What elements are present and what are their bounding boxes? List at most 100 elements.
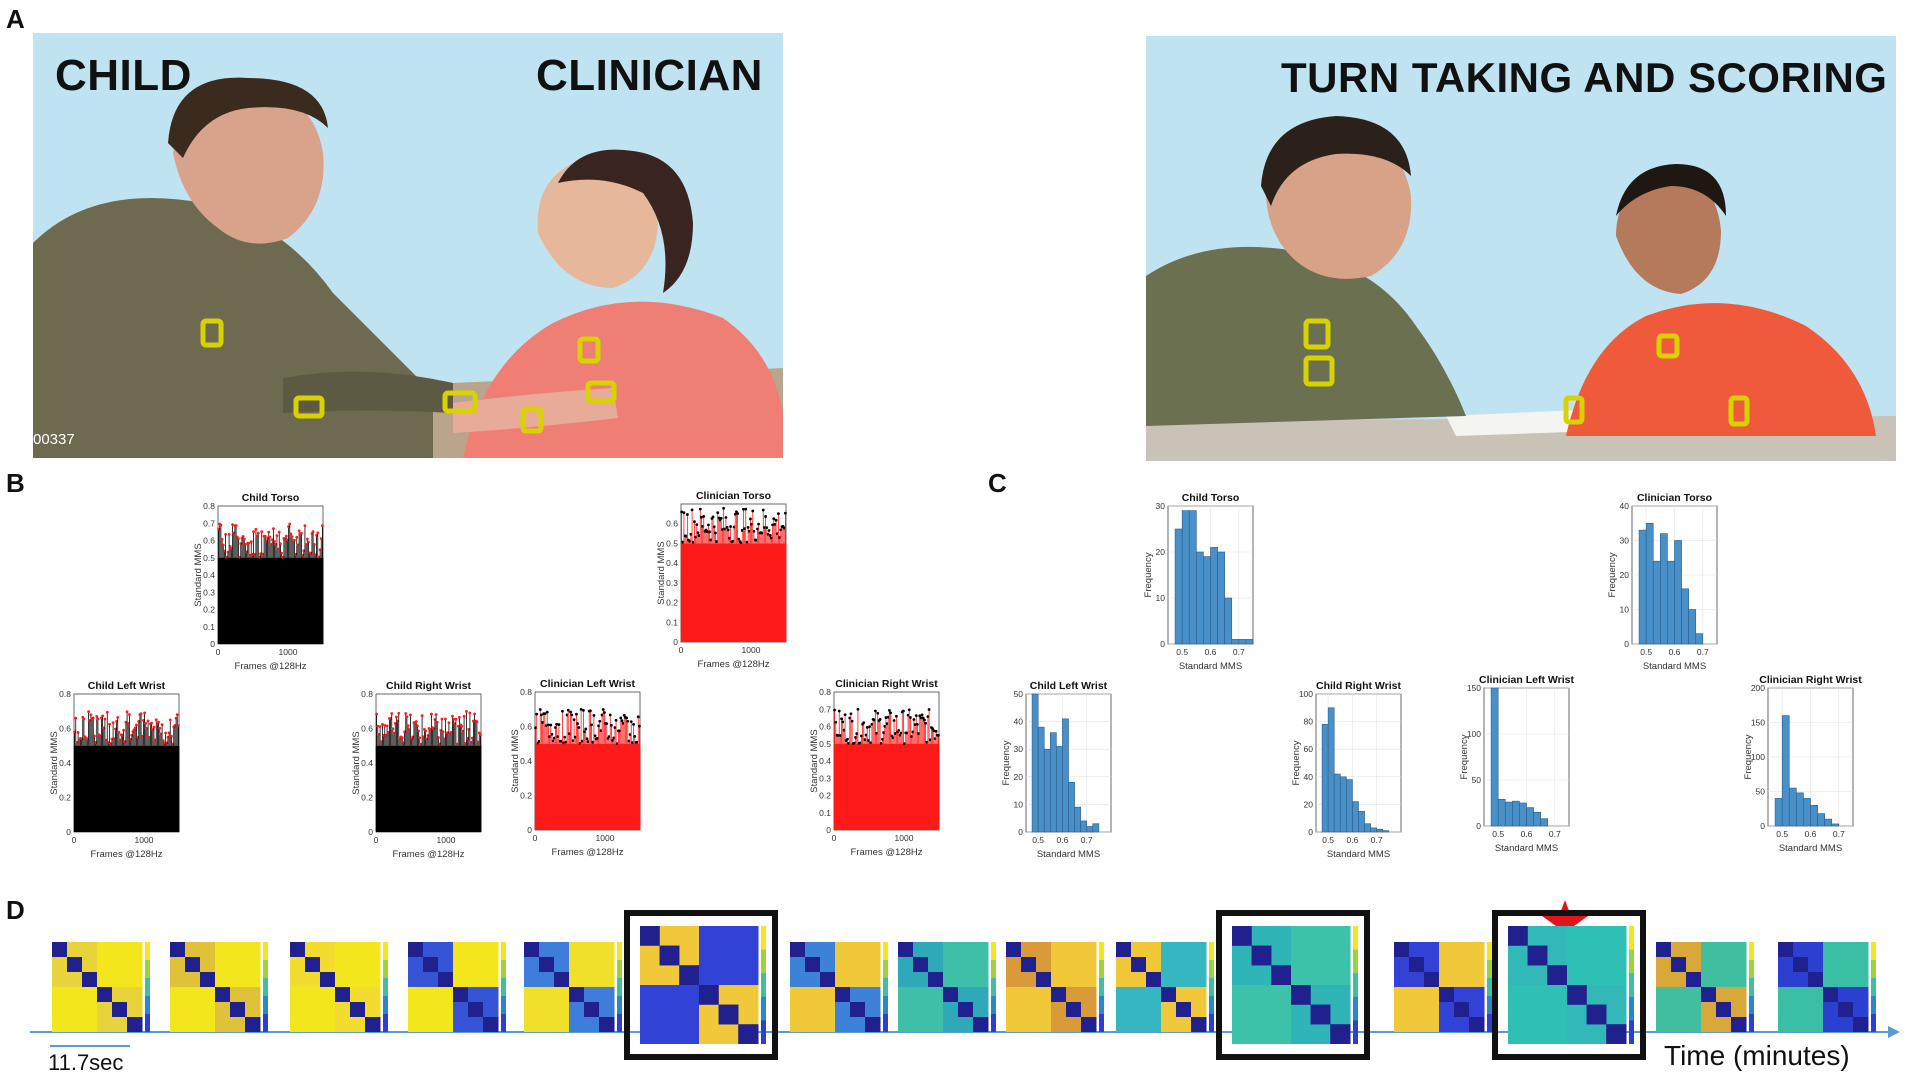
series-marker xyxy=(439,729,443,732)
matrix-cell xyxy=(1567,1024,1588,1044)
series-bar xyxy=(631,743,634,830)
series-marker xyxy=(691,540,695,544)
series-bar xyxy=(98,745,101,832)
series-marker xyxy=(750,522,753,526)
matrix-cell xyxy=(738,985,759,1006)
matrix-cell xyxy=(112,987,128,1003)
series-marker xyxy=(279,542,282,546)
series-marker xyxy=(928,738,932,742)
series-bar xyxy=(935,743,938,830)
matrix-diagonal-cell xyxy=(835,987,850,1002)
series-bar xyxy=(446,745,449,832)
series-bar xyxy=(313,557,316,644)
colorbar-segment xyxy=(617,942,622,961)
series-bar xyxy=(479,745,482,832)
colorbar-segment xyxy=(1749,960,1754,979)
series-bar xyxy=(257,557,260,644)
series-bar xyxy=(132,745,134,832)
series-bar xyxy=(321,557,324,644)
series-marker xyxy=(932,729,936,733)
series-marker xyxy=(920,713,924,717)
colorbar-segment xyxy=(1487,960,1492,979)
matrix-cell xyxy=(97,972,113,988)
series-bar xyxy=(161,745,164,832)
matrix-diagonal-cell xyxy=(1527,945,1548,966)
series-bar xyxy=(127,745,130,832)
matrix-cell xyxy=(718,1024,739,1044)
series-bar xyxy=(783,543,786,642)
y-tick-label: 0 xyxy=(527,825,532,835)
matrix-cell xyxy=(1778,1002,1794,1018)
series-marker xyxy=(611,738,614,742)
matrix-cell xyxy=(52,1017,68,1032)
matrix-cell xyxy=(1409,987,1425,1003)
series-bar xyxy=(575,743,578,830)
colorbar-segment xyxy=(617,978,622,997)
y-tick-label: 50 xyxy=(1756,787,1766,797)
series-bar xyxy=(284,557,287,644)
series-bar xyxy=(713,543,716,642)
series-marker xyxy=(312,543,316,546)
matrix-cell xyxy=(335,1017,351,1032)
x-tick-label: 0.6 xyxy=(1347,835,1359,845)
series-marker xyxy=(569,710,572,714)
series-bar xyxy=(698,543,701,642)
series-marker xyxy=(747,529,751,533)
series-bar xyxy=(716,543,719,642)
series-bar xyxy=(737,543,740,642)
colorbar-segment xyxy=(1487,978,1492,997)
matrix-cell xyxy=(1036,1002,1052,1018)
series-bar xyxy=(929,743,932,830)
series-bar xyxy=(153,745,155,832)
series-bar xyxy=(176,745,179,832)
series-marker xyxy=(628,733,632,736)
matrix-cell xyxy=(335,942,351,958)
matrix-cell xyxy=(320,942,336,958)
series-marker xyxy=(379,740,383,744)
series-bar xyxy=(756,543,759,642)
series-bar xyxy=(107,745,110,832)
series-marker xyxy=(921,716,925,720)
series-marker xyxy=(433,718,437,721)
series-bar xyxy=(833,743,836,830)
series-bar xyxy=(133,745,136,832)
matrix-cell xyxy=(408,1002,424,1018)
matrix-cell xyxy=(943,1017,959,1032)
series-marker xyxy=(441,730,445,734)
series-bar xyxy=(465,745,468,832)
series-marker xyxy=(592,713,596,717)
series-marker xyxy=(462,714,466,718)
matrix-cell xyxy=(453,972,469,988)
matrix-cell xyxy=(1021,987,1037,1003)
series-marker xyxy=(275,534,279,538)
colorbar-segment xyxy=(501,996,506,1015)
matrix-cell xyxy=(1271,985,1292,1006)
matrix-cell xyxy=(1409,942,1425,958)
series-bar xyxy=(279,557,282,644)
series-bar xyxy=(157,745,160,832)
series-marker xyxy=(230,547,233,550)
series-bar xyxy=(283,557,285,644)
histogram-bar xyxy=(1174,528,1183,645)
series-bar xyxy=(742,543,745,642)
chart-b-child-torso: Child Torso 0 0.1 0.2 0.3 0.4 0.5 0.6 0.7 0.8 0 100… xyxy=(192,490,331,685)
series-bar xyxy=(392,745,394,832)
series-marker xyxy=(543,712,547,716)
series-bar xyxy=(878,743,880,830)
series-marker xyxy=(228,545,232,548)
colorbar-segment xyxy=(1353,926,1358,951)
y-tick-label: 0.8 xyxy=(203,501,215,511)
matrix-cell xyxy=(1021,942,1037,958)
matrix-cell xyxy=(1454,972,1470,988)
y-tick-label: 50 xyxy=(1014,689,1024,699)
series-marker xyxy=(86,737,89,741)
series-bar xyxy=(97,745,99,832)
series-marker xyxy=(276,547,280,551)
matrix-cell xyxy=(958,987,974,1003)
series-bar xyxy=(250,557,253,644)
chart-title: Clinician Left Wrist xyxy=(540,678,635,690)
matrix-cell xyxy=(640,1004,661,1025)
matrix-cell xyxy=(1330,926,1351,947)
matrix-cell xyxy=(200,1017,216,1032)
matrix-diagonal-cell xyxy=(1131,957,1146,972)
